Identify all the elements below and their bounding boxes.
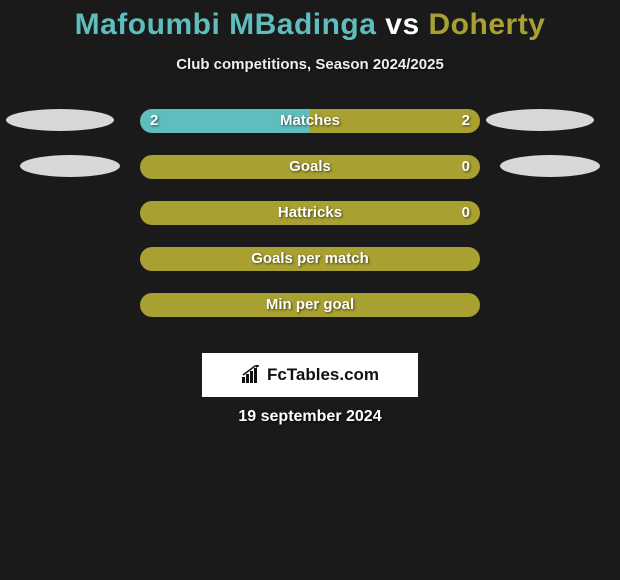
player2-ellipse xyxy=(486,109,594,131)
stat-label: Goals per match xyxy=(140,247,480,271)
stat-row: Goals per match xyxy=(0,247,620,293)
date-label: 19 september 2024 xyxy=(0,408,620,426)
logo: FcTables.com xyxy=(241,365,379,385)
stat-label: Hattricks xyxy=(140,201,480,225)
stat-label: Goals xyxy=(140,155,480,179)
stat-value-player2: 0 xyxy=(462,201,470,225)
logo-text: FcTables.com xyxy=(267,365,379,385)
stat-label: Matches xyxy=(140,109,480,133)
stat-rows: Matches22Goals0Hattricks0Goals per match… xyxy=(0,109,620,339)
stat-value-player2: 0 xyxy=(462,155,470,179)
subtitle: Club competitions, Season 2024/2025 xyxy=(0,56,620,73)
player1-ellipse xyxy=(20,155,120,177)
player2-ellipse xyxy=(500,155,600,177)
stat-value-player2: 2 xyxy=(462,109,470,133)
stat-row: Hattricks0 xyxy=(0,201,620,247)
logo-chart-icon xyxy=(241,365,263,385)
stat-row: Min per goal xyxy=(0,293,620,339)
comparison-infographic: Mafoumbi MBadinga vs Doherty Club compet… xyxy=(0,0,620,580)
stat-row: Goals0 xyxy=(0,155,620,201)
player1-ellipse xyxy=(6,109,114,131)
title: Mafoumbi MBadinga vs Doherty xyxy=(0,0,620,42)
player1-name: Mafoumbi MBadinga xyxy=(75,8,377,41)
player2-name: Doherty xyxy=(429,8,546,41)
vs-label: vs xyxy=(385,8,419,41)
stat-row: Matches2 2 xyxy=(0,109,620,155)
stat-value-player1: 2 xyxy=(150,109,158,133)
logo-box: FcTables.com xyxy=(202,353,418,397)
stat-label: Min per goal xyxy=(140,293,480,317)
